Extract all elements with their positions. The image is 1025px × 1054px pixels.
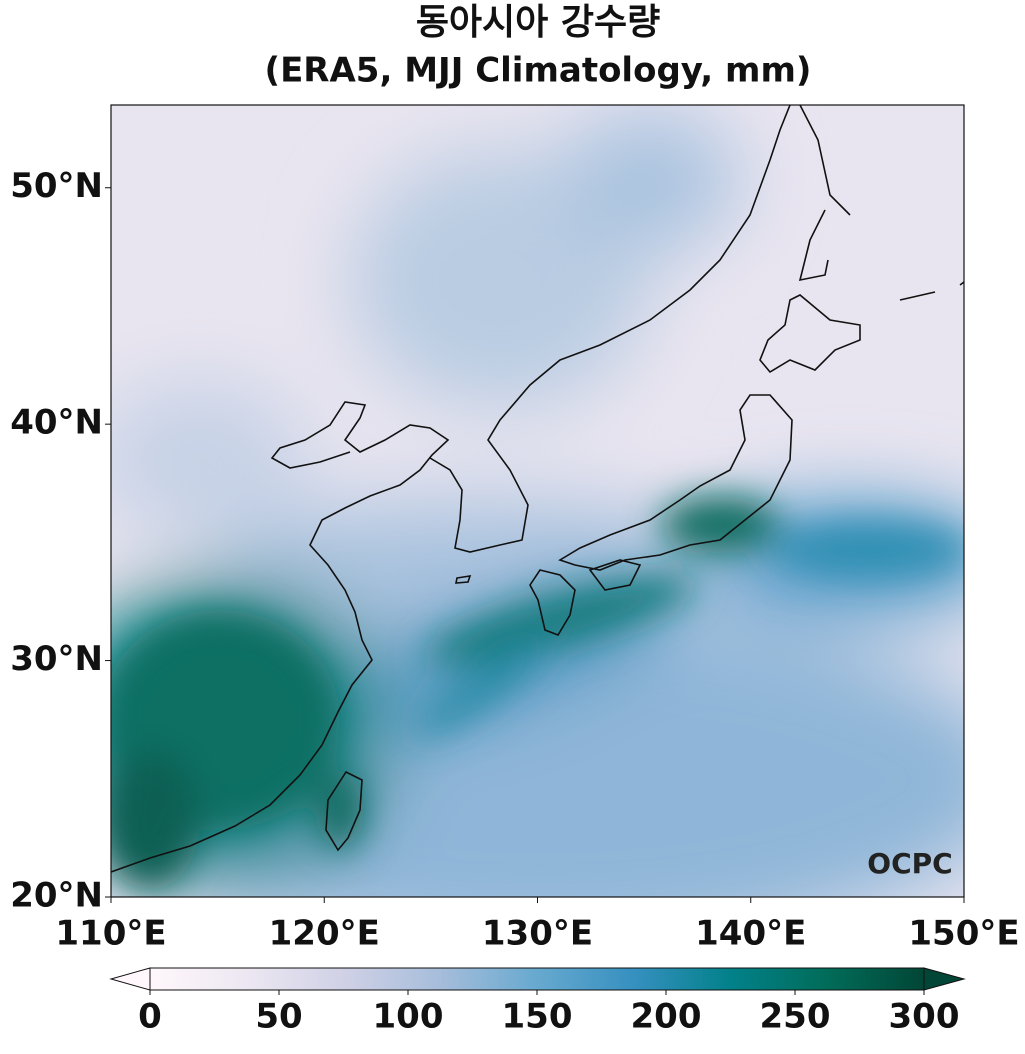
x-tick-label: 140°E xyxy=(695,914,806,954)
colorbar-ramp xyxy=(150,968,924,990)
colorbar-tick-label: 300 xyxy=(889,997,960,1037)
colorbar: 0 50 100 150 200 250 300 xyxy=(109,967,966,1037)
y-tick-label: 50°N xyxy=(10,166,103,206)
colorbar-extend-high xyxy=(923,967,966,991)
logo: OCPC xyxy=(867,847,952,880)
coastlines xyxy=(111,105,964,873)
y-tick-label: 20°N xyxy=(10,876,103,916)
colorbar-tick-label: 200 xyxy=(631,997,702,1037)
colorbar-tick-label: 0 xyxy=(138,997,162,1037)
colorbar-tick-label: 50 xyxy=(255,997,302,1037)
x-tick-label: 120°E xyxy=(269,914,380,954)
subtitle: (ERA5, MJJ Climatology, mm) xyxy=(265,51,812,91)
colorbar-tick-label: 250 xyxy=(760,997,831,1037)
x-tick-label: 130°E xyxy=(482,914,593,954)
title: 동아시아 강수량 xyxy=(416,2,660,43)
colorbar-tick-label: 100 xyxy=(373,997,444,1037)
x-tick-label: 150°E xyxy=(908,914,1019,954)
colorbar-extend-low xyxy=(109,967,151,991)
y-tick-label: 40°N xyxy=(10,403,103,443)
x-tick-label: 110°E xyxy=(55,914,166,954)
y-tick-label: 30°N xyxy=(10,639,103,679)
precip-field: OCPC xyxy=(111,105,964,897)
colorbar-tick-label: 150 xyxy=(502,997,573,1037)
